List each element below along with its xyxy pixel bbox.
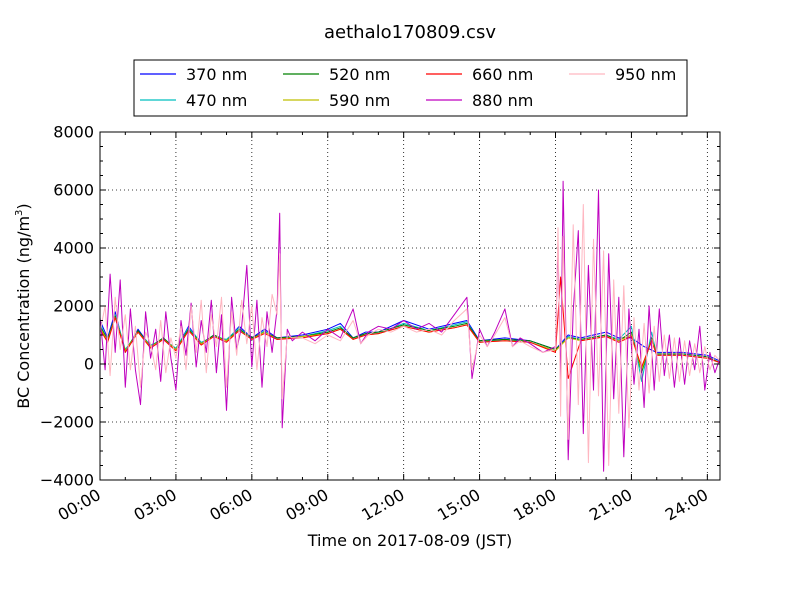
chart-title: aethalo170809.csv bbox=[324, 22, 496, 43]
x-tick-label-7: 21:00 bbox=[586, 485, 635, 525]
y-tick-label-4: 4000 bbox=[53, 239, 94, 258]
plot-frame bbox=[99, 131, 721, 481]
legend-label-880-nm: 880 nm bbox=[472, 91, 533, 110]
y-tick-label-1: −2000 bbox=[40, 413, 94, 432]
legend-box bbox=[133, 59, 688, 117]
y-tick-label-3: 2000 bbox=[53, 297, 94, 316]
series-lines bbox=[99, 180, 721, 472]
series-line-880-nm bbox=[99, 180, 721, 472]
y-axis-label-close: ) bbox=[14, 203, 33, 209]
y-tick-label-6: 8000 bbox=[53, 123, 94, 142]
x-tick-label-1: 03:00 bbox=[130, 485, 179, 525]
y-axis-label-superscript: 3 bbox=[14, 210, 25, 216]
legend-label-470-nm: 470 nm bbox=[186, 91, 247, 110]
y-axis-label-main: BC Concentration (ng/m bbox=[14, 216, 33, 409]
x-tick-label-6: 18:00 bbox=[510, 485, 559, 525]
series-line-950-nm bbox=[99, 204, 721, 466]
legend-label-950-nm: 950 nm bbox=[615, 65, 676, 84]
legend-label-370-nm: 370 nm bbox=[186, 65, 247, 84]
x-tick-label-4: 12:00 bbox=[358, 485, 407, 525]
x-tick-label-0: 00:00 bbox=[55, 485, 104, 525]
grid bbox=[100, 132, 720, 480]
y-tick-label-0: −4000 bbox=[40, 471, 94, 490]
y-axis-label: BC Concentration (ng/m3) bbox=[14, 203, 33, 408]
legend-label-660-nm: 660 nm bbox=[472, 65, 533, 84]
legend: 370 nm 470 nm 520 nm 590 nm 660 nm 880 nm 950 … bbox=[133, 59, 688, 117]
x-axis-label: Time on 2017-08-09 (JST) bbox=[307, 531, 512, 550]
x-tick-label-5: 15:00 bbox=[434, 485, 483, 525]
x-tick-label-8: 24:00 bbox=[662, 485, 711, 525]
x-tick-label-2: 06:00 bbox=[206, 485, 255, 525]
legend-label-520-nm: 520 nm bbox=[329, 65, 390, 84]
y-tick-label-5: 6000 bbox=[53, 181, 94, 200]
legend-label-590-nm: 590 nm bbox=[329, 91, 390, 110]
y-tick-label-2: 0 bbox=[84, 355, 94, 374]
x-tick-label-3: 09:00 bbox=[282, 485, 331, 525]
